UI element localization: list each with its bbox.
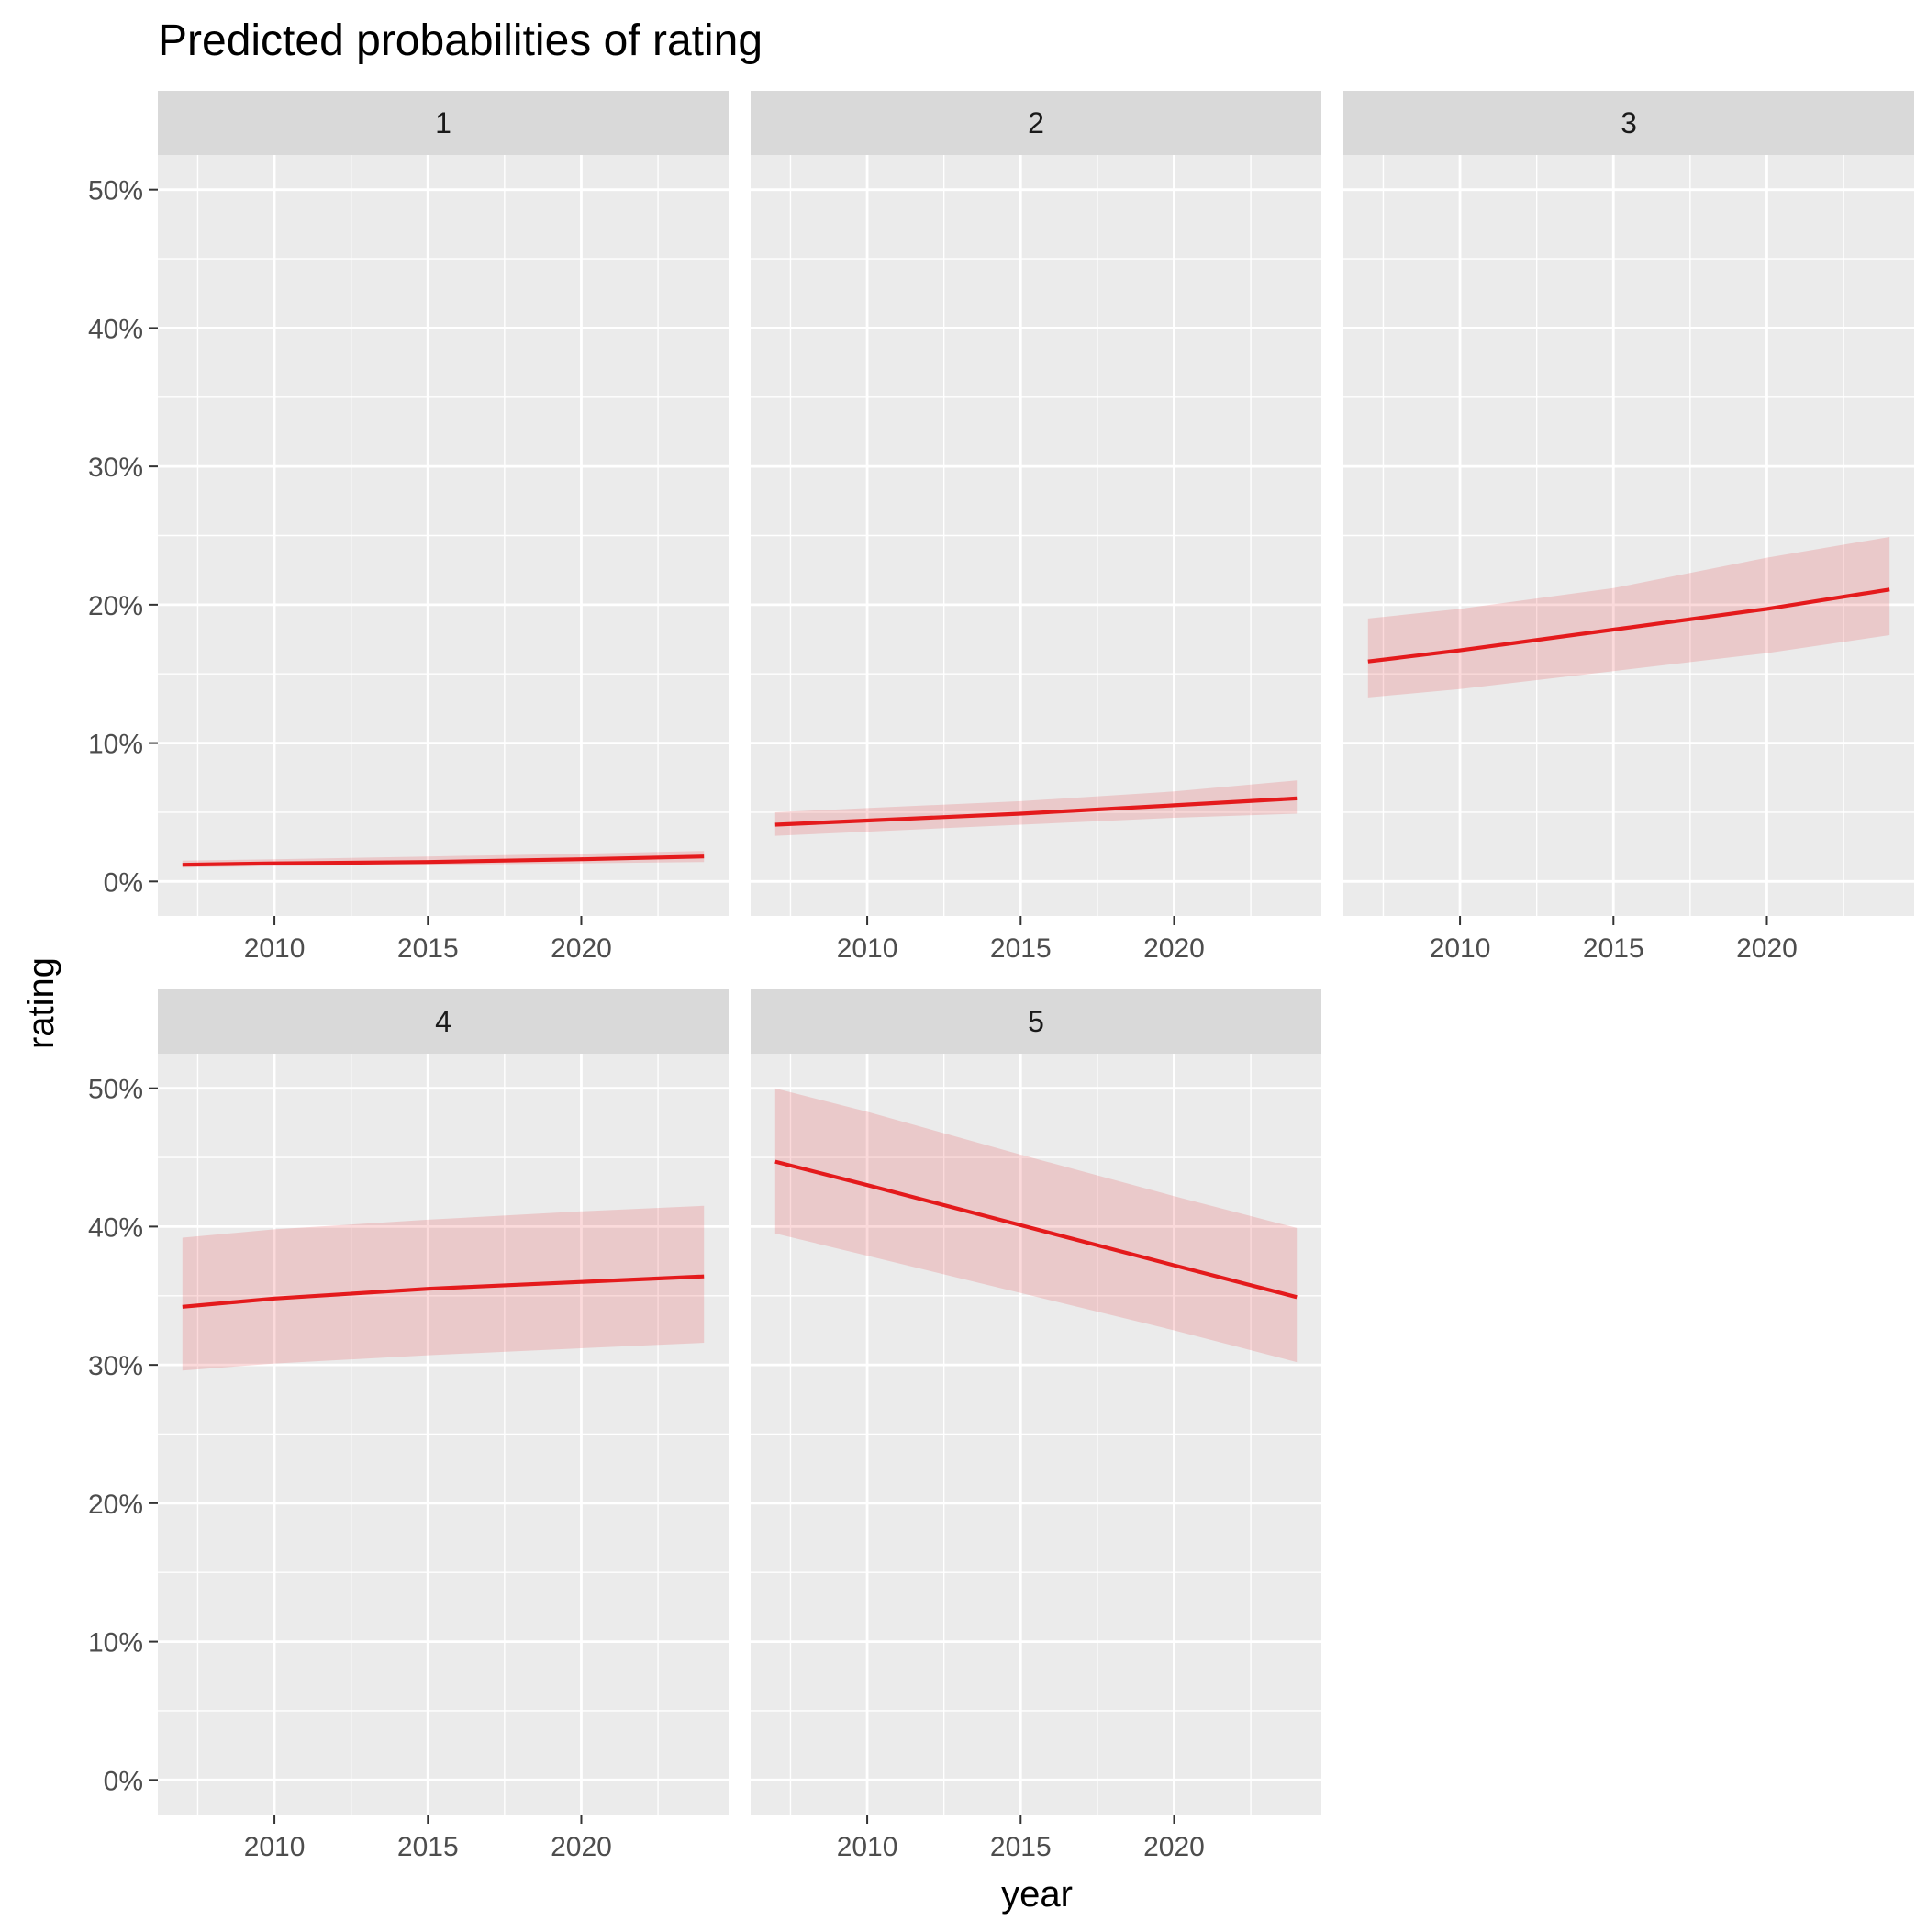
y-tick-label: 10% [88, 1628, 143, 1658]
x-tick-label: 2020 [551, 1832, 612, 1862]
y-tick-label: 30% [88, 452, 143, 483]
y-tick-label: 10% [88, 730, 143, 760]
x-tick-label: 2015 [397, 1832, 459, 1862]
confidence-ribbon [774, 1088, 1298, 1363]
x-tick-label: 2015 [990, 1832, 1052, 1862]
facet-strip [1343, 91, 1914, 155]
facet-strip-label: 3 [1621, 106, 1637, 140]
facet-panel-3: 3 2010 2015 2020 [1343, 91, 1914, 964]
x-tick-label: 2010 [837, 1832, 898, 1862]
facet-strip [158, 989, 729, 1054]
x-axis-title: year [1001, 1874, 1073, 1915]
facet-strip-label: 2 [1028, 106, 1044, 140]
x-tick-label: 2010 [244, 933, 306, 964]
facet-strip [158, 91, 729, 155]
facet-strip-label: 1 [435, 106, 451, 140]
y-tick-label: 20% [88, 1490, 143, 1520]
y-tick-label: 0% [104, 1766, 143, 1796]
facet-strip-label: 5 [1028, 1005, 1044, 1038]
x-tick-label: 2010 [837, 933, 898, 964]
facet-panel-5: 5 2010 2015 2020 [751, 989, 1321, 1862]
facet-panel-4: 40%10%20%30%40%50%2010 2015 2020 [88, 989, 729, 1862]
facet-panel-2: 2 2010 2015 2020 [751, 91, 1321, 964]
facet-strip [751, 989, 1321, 1054]
prediction-line [1367, 587, 1890, 664]
chart-title: Predicted probabilities of rating [158, 17, 763, 65]
x-tick-label: 2020 [1736, 933, 1798, 964]
x-tick-label: 2015 [990, 933, 1052, 964]
prediction-line [774, 1159, 1298, 1300]
x-tick-label: 2010 [244, 1832, 306, 1862]
y-tick-label: 50% [88, 1075, 143, 1105]
x-tick-label: 2015 [1583, 933, 1644, 964]
x-tick-label: 2015 [397, 933, 459, 964]
prediction-line [774, 796, 1298, 827]
x-tick-label: 2020 [1143, 933, 1205, 964]
x-tick-label: 2010 [1430, 933, 1491, 964]
y-axis-title: rating [21, 957, 61, 1049]
facet-panel-1: 10%10%20%30%40%50%2010 2015 2020 [88, 91, 729, 964]
confidence-ribbon [774, 780, 1298, 836]
facet-strip-label: 4 [435, 1005, 451, 1038]
confidence-ribbon [1367, 537, 1890, 698]
y-tick-label: 40% [88, 314, 143, 344]
x-tick-label: 2020 [1143, 1832, 1205, 1862]
prediction-line [182, 854, 705, 867]
y-tick-label: 20% [88, 591, 143, 621]
prediction-line [182, 1274, 705, 1309]
y-tick-label: 0% [104, 867, 143, 898]
facet-strip [751, 91, 1321, 155]
y-tick-label: 40% [88, 1212, 143, 1243]
y-tick-label: 50% [88, 176, 143, 207]
x-tick-label: 2020 [551, 933, 612, 964]
y-tick-label: 30% [88, 1351, 143, 1381]
